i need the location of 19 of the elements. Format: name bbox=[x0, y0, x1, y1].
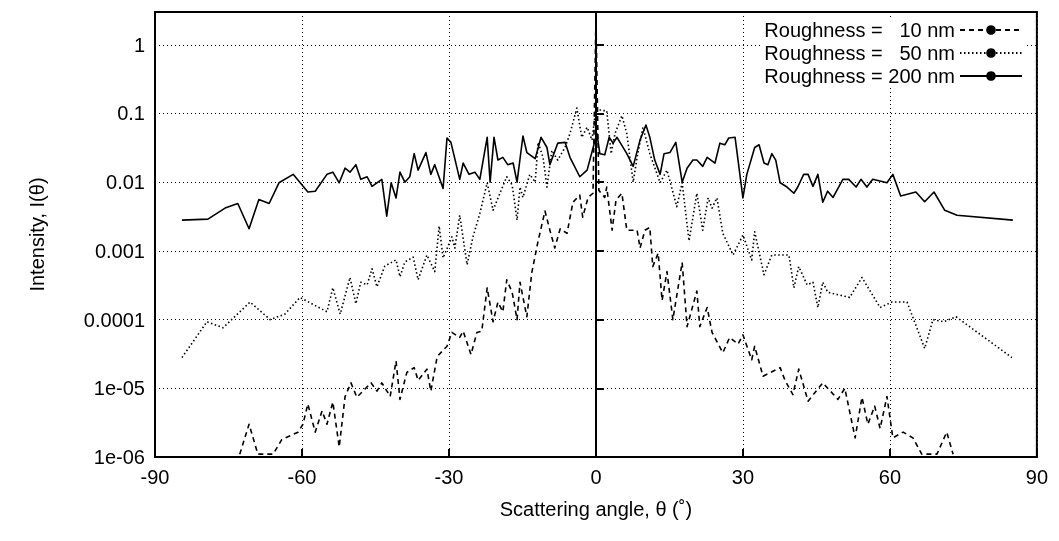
y-tick-label: 0.001 bbox=[94, 239, 145, 262]
y-tick-label: 0.1 bbox=[117, 102, 145, 125]
x-tick-label: -30 bbox=[434, 466, 464, 488]
y-axis-title: Intensity, I(θ) bbox=[26, 177, 48, 292]
legend-label: Roughness = 50 nm bbox=[764, 42, 955, 64]
legend-label: Roughness = 10 nm bbox=[764, 19, 955, 41]
x-tick-label: 30 bbox=[731, 466, 755, 488]
legend-label: Roughness = 200 nm bbox=[764, 65, 955, 87]
x-tick-label: -60 bbox=[287, 466, 317, 488]
x-axis-title: Scattering angle, θ (˚) bbox=[499, 498, 693, 520]
x-tick-label: 90 bbox=[1025, 466, 1048, 488]
x-tick-label: 0 bbox=[590, 466, 602, 488]
x-tick-label: -90 bbox=[140, 466, 170, 488]
x-tick-label: 60 bbox=[878, 466, 902, 488]
y-tick-label: 1e-06 bbox=[93, 446, 145, 468]
y-tick-label: 1 bbox=[133, 33, 145, 56]
y-tick-label: 0.01 bbox=[106, 171, 145, 194]
y-tick-label: 0.0001 bbox=[83, 308, 145, 331]
y-tick-label: 1e-05 bbox=[93, 377, 145, 400]
